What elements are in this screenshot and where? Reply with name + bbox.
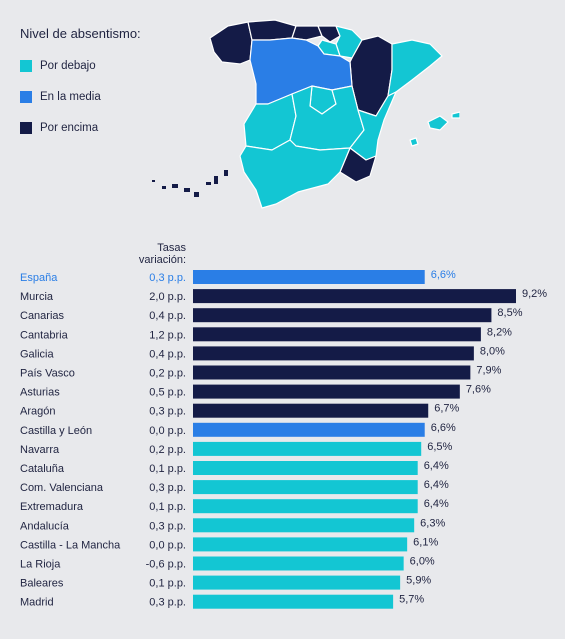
variation-label: 0,4 p.p. [149, 310, 186, 322]
value-label: 6,3% [420, 517, 445, 529]
map-region-cantabria [291, 25, 323, 41]
value-label: 5,9% [406, 575, 431, 587]
variation-label: 0,1 p.p. [149, 463, 186, 475]
bar [193, 308, 492, 323]
variation-label: 0,0 p.p. [149, 539, 186, 551]
legend-label-above: Por encima [40, 121, 99, 134]
spain-regions-map [152, 19, 460, 209]
variation-label: 2,0 p.p. [149, 291, 186, 303]
category-label: Castilla - La Mancha [20, 539, 121, 551]
category-label: Aragón [20, 406, 55, 418]
variation-label: 0,1 p.p. [149, 501, 186, 513]
legend-label-below: Por debajo [40, 59, 96, 72]
variation-label: 0,0 p.p. [149, 425, 186, 437]
category-label: Navarra [20, 444, 60, 456]
category-label: País Vasco [20, 368, 75, 380]
map-region-asturias [247, 19, 297, 41]
variation-header-line2: variación: [138, 254, 186, 266]
category-label: Extremadura [20, 501, 84, 513]
map-region-canarias [152, 170, 228, 197]
variation-column-header: Tasas variación: [128, 242, 186, 266]
bar [193, 518, 415, 533]
bar [193, 594, 394, 609]
map-region-navarra [335, 25, 363, 59]
category-label: La Rioja [20, 559, 61, 571]
variation-label: 0,3 p.p. [149, 406, 186, 418]
value-label: 7,9% [476, 365, 501, 377]
legend-label-average: En la media [40, 90, 101, 103]
map-region-cataluna [387, 39, 443, 97]
bar [193, 480, 418, 495]
value-label: 6,4% [424, 460, 449, 472]
map-region-baleares-ibiza [409, 137, 419, 147]
bar [193, 499, 418, 514]
bar [193, 575, 401, 590]
value-label: 9,2% [522, 288, 547, 300]
category-label: España [20, 272, 58, 284]
legend-swatch-below [20, 59, 32, 72]
bar [193, 537, 408, 552]
absenteeism-bar-chart: España 0,3 p.p. 6,6% Murcia 2,0 p.p. 9,2% Cana… [20, 269, 547, 609]
value-label: 6,4% [424, 479, 449, 491]
map-region-andalucia [239, 139, 351, 209]
variation-label: 0,3 p.p. [149, 272, 186, 284]
bar [193, 403, 429, 418]
category-label: Castilla y León [20, 425, 92, 437]
bar [193, 327, 481, 342]
value-label: 6,6% [431, 422, 456, 434]
variation-label: -0,6 p.p. [146, 559, 186, 571]
category-label: Galicia [20, 348, 55, 360]
category-label: Cataluña [20, 463, 65, 475]
category-label: Com. Valenciana [20, 482, 104, 494]
variation-label: 0,3 p.p. [149, 597, 186, 609]
variation-label: 0,4 p.p. [149, 348, 186, 360]
value-label: 6,7% [434, 403, 459, 415]
legend-item-average: En la media [20, 89, 141, 104]
variation-label: 0,2 p.p. [149, 368, 186, 380]
category-label: Madrid [20, 597, 54, 609]
bar [193, 289, 516, 304]
value-label: 8,5% [497, 307, 522, 319]
category-label: Murcia [20, 291, 54, 303]
bar [193, 384, 460, 399]
variation-label: 0,5 p.p. [149, 387, 186, 399]
variation-label: 1,2 p.p. [149, 329, 186, 341]
bar [193, 422, 425, 437]
variation-label: 0,3 p.p. [149, 520, 186, 532]
variation-label: 0,3 p.p. [149, 482, 186, 494]
bar [193, 346, 474, 361]
variation-label: 0,2 p.p. [149, 444, 186, 456]
bar [193, 441, 422, 456]
bar [193, 461, 418, 475]
legend-swatch-average [20, 90, 32, 103]
map-region-baleares [427, 115, 449, 131]
category-label: Andalucía [20, 520, 70, 532]
bar [193, 270, 425, 284]
map-region-baleares-menorca [451, 111, 460, 119]
map-region-pais-vasco [317, 25, 341, 43]
map-legend: Nivel de absentismo: Por debajo En la me… [20, 26, 141, 151]
variation-label: 0,1 p.p. [149, 578, 186, 590]
bar [193, 556, 404, 571]
value-label: 7,6% [466, 384, 491, 396]
value-label: 6,1% [413, 536, 438, 548]
legend-swatch-above [20, 121, 32, 134]
map-region-galicia [209, 21, 253, 65]
variation-header-line1: Tasas [157, 242, 186, 254]
legend-item-below: Por debajo [20, 58, 141, 73]
value-label: 6,5% [427, 441, 452, 453]
bar [193, 365, 471, 380]
category-label: Canarias [20, 310, 65, 322]
value-label: 6,0% [410, 556, 435, 568]
value-label: 8,0% [480, 345, 505, 357]
legend-item-above: Por encima [20, 120, 141, 135]
value-label: 6,6% [431, 269, 456, 281]
category-label: Cantabria [20, 329, 69, 341]
value-label: 8,2% [487, 326, 512, 338]
legend-title: Nivel de absentismo: [20, 26, 141, 41]
category-label: Baleares [20, 578, 64, 590]
value-label: 5,7% [399, 594, 424, 606]
value-label: 6,4% [424, 498, 449, 510]
category-label: Asturias [20, 387, 60, 399]
